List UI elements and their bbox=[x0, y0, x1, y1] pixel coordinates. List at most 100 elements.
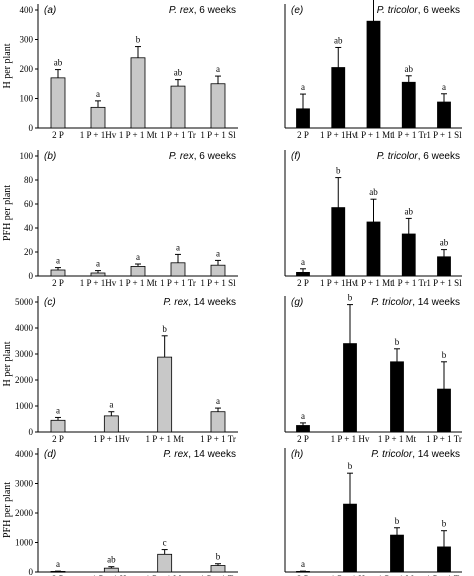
significance-letter: a bbox=[96, 89, 100, 99]
bar bbox=[50, 419, 66, 433]
y-tick-label: 200 bbox=[20, 64, 34, 74]
bar bbox=[296, 271, 310, 277]
significance-letter: b bbox=[336, 166, 341, 176]
y-tick-label: 2000 bbox=[15, 375, 34, 385]
panel-title: P. rex, 14 weeks bbox=[163, 297, 236, 308]
significance-letter: a bbox=[176, 242, 180, 252]
y-tick-label: 3000 bbox=[15, 349, 34, 359]
panel-title-species: P. tricolor bbox=[371, 449, 413, 460]
bar bbox=[210, 411, 226, 433]
x-tick-label: 1 P + 1 Mt bbox=[378, 434, 417, 444]
bar bbox=[366, 221, 381, 277]
y-tick-label: 0 bbox=[29, 271, 34, 281]
bar bbox=[401, 81, 416, 129]
significance-letter: ab bbox=[369, 187, 378, 197]
significance-letter: b bbox=[162, 324, 167, 334]
panel-letter: (g) bbox=[291, 297, 303, 308]
chart-panel: (f) P. tricolor, 6 weeks a 2 P b 1 P + 1Hv ab 1… bbox=[284, 150, 462, 288]
y-tick-label: 300 bbox=[20, 35, 34, 45]
panel-title-age: , 6 weeks bbox=[418, 151, 460, 162]
y-tick-label: 0 bbox=[29, 427, 34, 437]
y-tick-label: 5000 bbox=[15, 297, 34, 307]
bar bbox=[437, 256, 451, 277]
panel-title-age: , 6 weeks bbox=[194, 151, 236, 162]
y-tick-label: 20 bbox=[24, 247, 34, 257]
panel-letter: (c) bbox=[44, 297, 56, 308]
x-tick-label: 2 P bbox=[297, 278, 309, 288]
panel-title-age: , 14 weeks bbox=[412, 297, 460, 308]
significance-letter: a bbox=[442, 82, 446, 92]
panel-title: P. rex, 6 weeks bbox=[169, 151, 236, 162]
panel-letter: (b) bbox=[44, 151, 56, 162]
significance-letter: a bbox=[109, 400, 113, 410]
x-tick-label: 2 P bbox=[297, 130, 309, 140]
y-tick-label: 0 bbox=[29, 123, 34, 133]
panel-title-age: , 14 weeks bbox=[412, 449, 460, 460]
significance-letter: a bbox=[56, 405, 60, 415]
significance-letter: ab bbox=[54, 58, 63, 68]
x-tick-label: 1 P + 1 Tr bbox=[160, 130, 196, 140]
bar bbox=[210, 565, 226, 573]
x-tick-label: 1 P + 1Hv bbox=[80, 130, 117, 140]
x-tick-label: 1 P + 1 Tr bbox=[200, 574, 236, 576]
chart-panel: 0 100 200 300 400 H per plant (a) P. rex, 6 wee… bbox=[2, 4, 238, 140]
y-tick-label: 4000 bbox=[15, 323, 34, 333]
y-tick-label: 4000 bbox=[15, 449, 34, 459]
bar bbox=[170, 85, 186, 129]
significance-letter: b bbox=[348, 461, 353, 471]
x-tick-label: 1 P + 1 Tr bbox=[391, 278, 427, 288]
panel-title-age: , 6 weeks bbox=[194, 5, 236, 16]
chart-panel: (g) P. tricolor, 14 weeks a 2 P b 1 P + 1 Hv b… bbox=[284, 293, 462, 444]
significance-letter: a bbox=[96, 259, 100, 269]
x-tick-label: 1 P + 1 Mt bbox=[146, 434, 185, 444]
bar bbox=[157, 356, 173, 433]
x-tick-label: 1 P + 1Hv bbox=[320, 130, 357, 140]
panel-title: P. rex, 14 weeks bbox=[163, 449, 236, 460]
significance-letter: b bbox=[216, 552, 221, 562]
y-axis-label: H per plant bbox=[2, 43, 13, 88]
bar bbox=[343, 503, 357, 573]
significance-letter: a bbox=[56, 256, 60, 266]
panel-title-species: P. rex bbox=[169, 5, 195, 16]
y-axis-label: H per plant bbox=[2, 341, 13, 386]
x-tick-label: 1 P + 1 Sl bbox=[200, 278, 236, 288]
x-tick-label: 2 P bbox=[52, 574, 64, 576]
y-tick-label: 1000 bbox=[15, 401, 34, 411]
chart-panel: 0 1000 2000 3000 4000 PFH per plant (d) P. rex,… bbox=[2, 448, 238, 576]
significance-letter: ab bbox=[440, 238, 449, 248]
y-axis-label: PFH per plant bbox=[2, 482, 13, 538]
y-tick-label: 400 bbox=[20, 5, 34, 15]
x-tick-label: 2 P bbox=[52, 278, 64, 288]
y-tick-label: 3000 bbox=[15, 479, 34, 489]
x-tick-label: 2 P bbox=[52, 130, 64, 140]
significance-letter: a bbox=[301, 82, 305, 92]
x-tick-label: 1 P + 1 Tr bbox=[160, 278, 196, 288]
bar bbox=[50, 269, 66, 277]
x-tick-label: 1 P + 1Hv bbox=[80, 278, 117, 288]
bar bbox=[170, 262, 186, 277]
bar bbox=[90, 272, 106, 277]
significance-letter: a bbox=[56, 559, 60, 569]
significance-letter: b bbox=[442, 519, 447, 529]
x-tick-label: 1 P + 1 Mt bbox=[354, 130, 393, 140]
bar bbox=[157, 553, 173, 573]
x-tick-label: 1 P + 1 Tr bbox=[200, 434, 236, 444]
y-tick-label: 0 bbox=[29, 567, 34, 576]
panel-letter: (e) bbox=[291, 5, 303, 16]
panel-title-species: P. rex bbox=[163, 449, 189, 460]
panel-title-age: , 6 weeks bbox=[418, 5, 460, 16]
significance-letter: b bbox=[136, 35, 141, 45]
bar bbox=[103, 415, 119, 433]
chart-panel: 0 1000 2000 3000 4000 5000 H per plant (c) P. re… bbox=[2, 296, 238, 444]
x-tick-label: 1 P + 1 Mt bbox=[354, 278, 393, 288]
panel-title: P. tricolor, 14 weeks bbox=[371, 449, 460, 460]
bar bbox=[331, 207, 346, 277]
y-tick-label: 100 bbox=[20, 151, 34, 161]
x-tick-label: 1 P + 1 Tr bbox=[426, 574, 462, 576]
significance-letter: ab bbox=[174, 68, 183, 78]
significance-letter: ab bbox=[107, 555, 116, 565]
bar bbox=[90, 106, 106, 129]
bar bbox=[366, 20, 381, 129]
significance-letter: b bbox=[395, 337, 400, 347]
